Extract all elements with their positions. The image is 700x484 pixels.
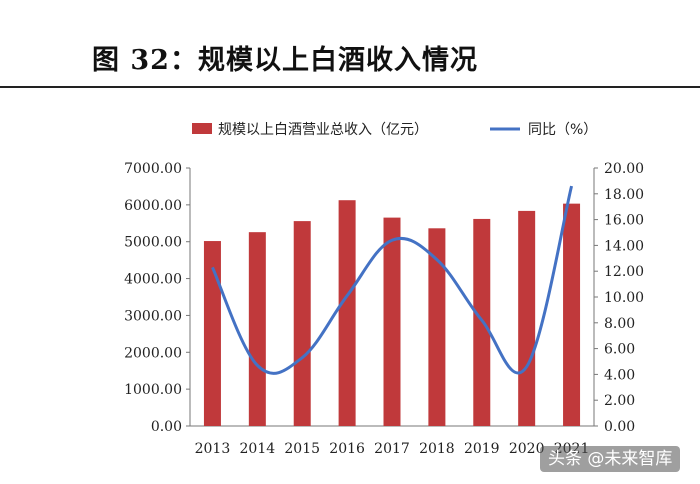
title-divider xyxy=(0,86,700,88)
left-tick-label: 4000.00 xyxy=(124,272,182,288)
left-tick-label: 0.00 xyxy=(151,419,182,435)
x-tick-label: 2016 xyxy=(329,441,365,457)
legend-label-revenue: 规模以上白酒营业总收入（亿元） xyxy=(218,122,428,138)
revenue-bar xyxy=(203,241,221,426)
right-tick-label: 8.00 xyxy=(604,316,635,332)
right-tick-label: 20.00 xyxy=(604,161,644,177)
right-tick-label: 4.00 xyxy=(604,367,635,383)
right-tick-label: 12.00 xyxy=(604,264,644,280)
figure-title: 图 32：规模以上白酒收入情况 xyxy=(92,45,478,76)
x-tick-label: 2017 xyxy=(374,441,410,457)
left-tick-label: 5000.00 xyxy=(124,235,182,251)
left-tick-label: 6000.00 xyxy=(124,198,182,214)
x-tick-label: 2018 xyxy=(419,441,455,457)
legend-label-yoy: 同比（%） xyxy=(528,122,597,138)
left-tick-label: 1000.00 xyxy=(124,382,182,398)
revenue-bar xyxy=(338,200,356,426)
right-tick-label: 6.00 xyxy=(604,342,635,358)
x-tick-label: 2015 xyxy=(284,441,320,457)
revenue-bar xyxy=(563,203,581,426)
left-tick-label: 3000.00 xyxy=(124,308,182,324)
right-tick-label: 18.00 xyxy=(604,187,644,203)
right-tick-label: 0.00 xyxy=(604,419,635,435)
revenue-bar xyxy=(383,217,401,426)
legend-swatch-revenue xyxy=(192,123,212,134)
watermark: 头条 @未来智库 xyxy=(540,446,681,472)
right-tick-label: 10.00 xyxy=(604,290,644,306)
left-tick-label: 2000.00 xyxy=(124,345,182,361)
x-tick-label: 2019 xyxy=(464,441,500,457)
right-tick-label: 14.00 xyxy=(604,238,644,254)
left-tick-label: 7000.00 xyxy=(124,161,182,177)
revenue-bar xyxy=(428,228,446,426)
x-tick-label: 2013 xyxy=(195,441,231,457)
x-tick-label: 2020 xyxy=(509,441,545,457)
revenue-bar xyxy=(248,232,266,426)
x-tick-label: 2014 xyxy=(240,441,276,457)
right-tick-label: 16.00 xyxy=(604,213,644,229)
revenue-bar xyxy=(293,221,311,426)
right-tick-label: 2.00 xyxy=(604,393,635,409)
revenue-bar xyxy=(518,210,536,426)
